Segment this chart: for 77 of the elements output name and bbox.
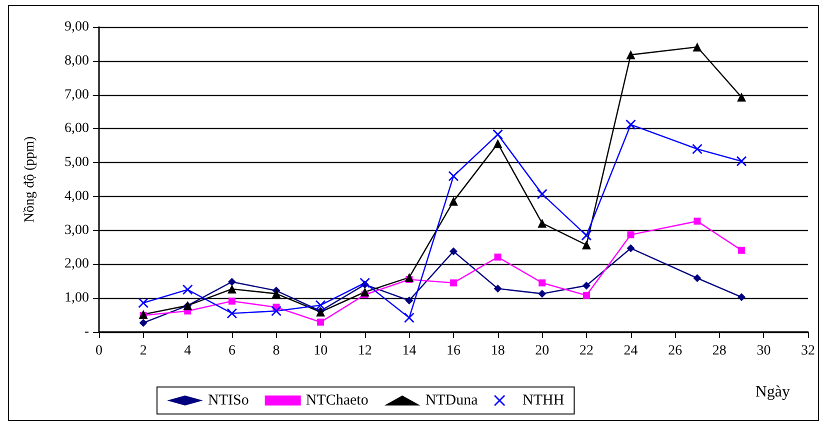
x-tick-label: 18 xyxy=(490,344,505,358)
y-tick-label: 6,00 xyxy=(64,121,89,136)
point xyxy=(494,254,502,261)
point xyxy=(228,298,236,305)
x-tick-label: 2 xyxy=(140,344,147,358)
point xyxy=(626,50,636,60)
legend-label: NTChaeto xyxy=(306,392,368,408)
x-tick-label: 10 xyxy=(314,344,328,358)
point xyxy=(538,218,547,228)
x-axis-title: Ngày xyxy=(755,384,790,400)
x-tick-label: 20 xyxy=(535,344,550,358)
y-tick-label: 2,00 xyxy=(64,256,89,272)
point xyxy=(582,292,590,299)
point xyxy=(582,282,590,290)
legend-label: NTHH xyxy=(522,392,564,408)
legend-label: NTDuna xyxy=(425,392,478,408)
point xyxy=(627,231,634,238)
point xyxy=(448,170,459,182)
point xyxy=(493,139,502,148)
x-tick-label: 26 xyxy=(668,344,682,358)
y-tick-label: 3,00 xyxy=(64,222,89,238)
point xyxy=(360,288,370,297)
point xyxy=(494,284,502,293)
x-tick-label: 16 xyxy=(446,344,460,358)
point xyxy=(738,293,746,302)
point xyxy=(405,296,414,304)
point xyxy=(182,284,193,295)
point xyxy=(228,278,236,286)
point xyxy=(626,119,636,130)
y-tick-label: 9,00 xyxy=(64,20,89,34)
point xyxy=(450,247,458,256)
legend-label: NTISo xyxy=(208,392,249,408)
point xyxy=(226,308,238,319)
x-tick-label: 6 xyxy=(228,344,236,358)
point xyxy=(315,300,326,310)
point xyxy=(626,244,635,252)
y-tick-label: 8,00 xyxy=(64,53,89,68)
x-tick-label: 12 xyxy=(358,344,372,358)
point xyxy=(404,272,414,282)
point xyxy=(693,274,702,282)
y-tick-label: 5,00 xyxy=(64,155,89,170)
point xyxy=(317,318,324,326)
point xyxy=(536,188,548,200)
point xyxy=(738,246,746,254)
x-tick-label: 4 xyxy=(184,344,192,358)
x-tick-label: 8 xyxy=(272,344,280,358)
point xyxy=(139,318,148,327)
point xyxy=(404,312,414,324)
y-axis-title: Nồng độ (ppm) xyxy=(22,136,38,223)
x-tick-label: 30 xyxy=(756,344,771,358)
x-tick-label: 32 xyxy=(801,344,815,358)
point xyxy=(692,144,702,154)
point xyxy=(271,306,282,316)
x-tick-label: 0 xyxy=(96,344,102,358)
y-tick-label: 4,00 xyxy=(64,188,89,204)
point xyxy=(538,279,546,286)
point xyxy=(538,290,546,298)
y-tick-label: 1,00 xyxy=(64,290,89,306)
point xyxy=(449,196,458,206)
point xyxy=(227,284,236,294)
point xyxy=(737,92,746,102)
x-tick-label: 14 xyxy=(402,344,416,358)
x-tick-label: 24 xyxy=(624,344,638,358)
point xyxy=(692,42,702,52)
point xyxy=(138,298,149,308)
point xyxy=(272,289,281,298)
y-tick-label: 7,00 xyxy=(64,87,89,102)
point xyxy=(581,230,592,241)
y-tick-label: - xyxy=(84,324,90,340)
point xyxy=(694,218,701,225)
x-tick-label: 22 xyxy=(579,344,594,358)
point xyxy=(450,279,457,286)
x-tick-label: 28 xyxy=(712,344,726,358)
point xyxy=(492,129,504,140)
point xyxy=(736,156,747,166)
point xyxy=(360,278,370,288)
point xyxy=(582,240,591,250)
